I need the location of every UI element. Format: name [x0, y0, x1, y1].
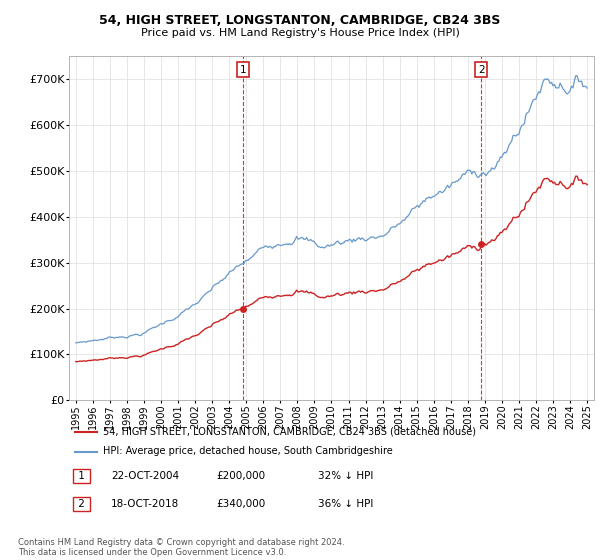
- Text: Price paid vs. HM Land Registry's House Price Index (HPI): Price paid vs. HM Land Registry's House …: [140, 28, 460, 38]
- Text: Contains HM Land Registry data © Crown copyright and database right 2024.
This d: Contains HM Land Registry data © Crown c…: [18, 538, 344, 557]
- Text: 22-OCT-2004: 22-OCT-2004: [111, 471, 179, 481]
- Text: 32% ↓ HPI: 32% ↓ HPI: [318, 471, 373, 481]
- Text: 1: 1: [75, 471, 88, 481]
- Text: 2: 2: [478, 65, 485, 75]
- Text: £340,000: £340,000: [216, 499, 265, 509]
- Text: 36% ↓ HPI: 36% ↓ HPI: [318, 499, 373, 509]
- Text: HPI: Average price, detached house, South Cambridgeshire: HPI: Average price, detached house, Sout…: [103, 446, 393, 456]
- Text: 54, HIGH STREET, LONGSTANTON, CAMBRIDGE, CB24 3BS: 54, HIGH STREET, LONGSTANTON, CAMBRIDGE,…: [100, 14, 500, 27]
- Text: 2: 2: [75, 499, 88, 509]
- Text: 54, HIGH STREET, LONGSTANTON, CAMBRIDGE, CB24 3BS (detached house): 54, HIGH STREET, LONGSTANTON, CAMBRIDGE,…: [103, 427, 476, 437]
- Text: 1: 1: [239, 65, 246, 75]
- Text: £200,000: £200,000: [216, 471, 265, 481]
- Text: 18-OCT-2018: 18-OCT-2018: [111, 499, 179, 509]
